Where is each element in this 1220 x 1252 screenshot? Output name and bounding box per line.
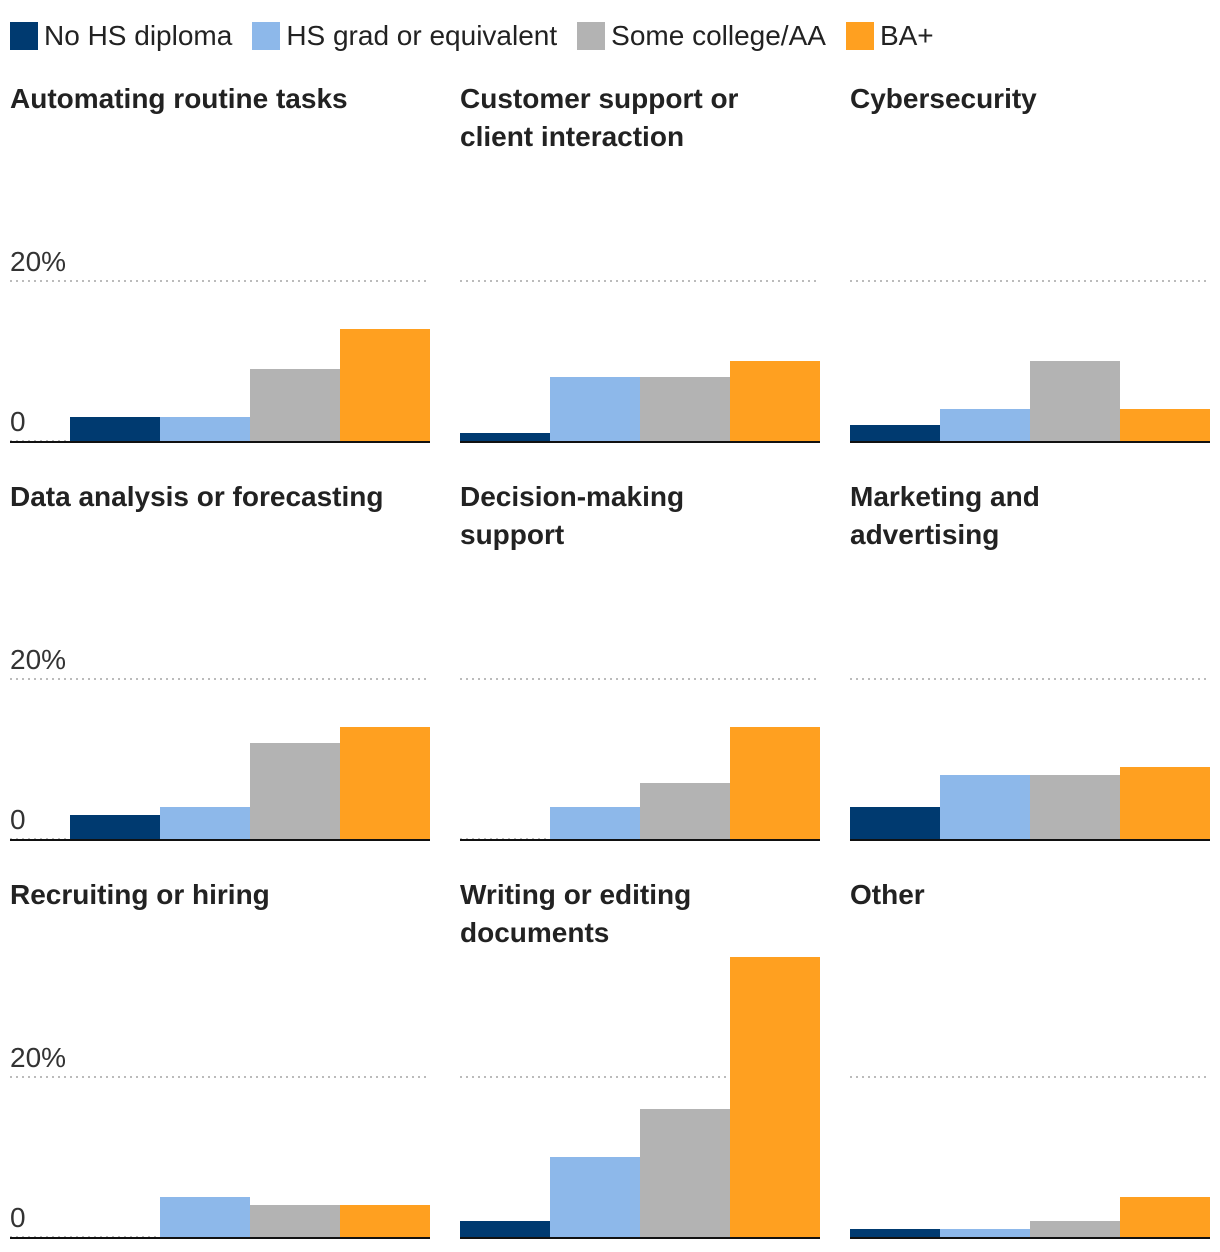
bar bbox=[850, 425, 940, 441]
bar bbox=[1030, 1221, 1120, 1237]
legend-item: No HS diploma bbox=[10, 18, 232, 54]
bar bbox=[1030, 775, 1120, 839]
y-tick-label: 20% bbox=[10, 644, 66, 675]
bar bbox=[340, 1205, 430, 1237]
bar bbox=[340, 727, 430, 839]
bar bbox=[1120, 767, 1210, 839]
bar bbox=[850, 1229, 940, 1237]
legend-item: BA+ bbox=[845, 18, 934, 54]
panel-title: Automating routine tasks bbox=[10, 83, 348, 114]
legend-swatch bbox=[10, 22, 38, 50]
bar bbox=[730, 957, 820, 1237]
panel-title: Other bbox=[850, 879, 925, 910]
legend-swatch bbox=[845, 22, 874, 50]
bar bbox=[160, 417, 250, 441]
y-tick-label: 0 bbox=[10, 406, 26, 437]
bar bbox=[160, 807, 250, 839]
bar bbox=[730, 361, 820, 441]
legend-label: HS grad or equivalent bbox=[286, 20, 558, 51]
panel-title: Cybersecurity bbox=[850, 83, 1037, 114]
bar bbox=[1120, 1197, 1210, 1237]
bar bbox=[550, 807, 640, 839]
bar bbox=[250, 369, 340, 441]
bar bbox=[550, 1157, 640, 1237]
legend-swatch bbox=[252, 22, 281, 50]
bar bbox=[640, 1109, 730, 1237]
legend-label: BA+ bbox=[879, 20, 934, 51]
panel-title: Customer support or client interaction bbox=[460, 83, 739, 152]
bar bbox=[550, 377, 640, 441]
bar bbox=[460, 1221, 550, 1237]
bar bbox=[1030, 361, 1120, 441]
legend-label: No HS diploma bbox=[44, 20, 233, 51]
bar bbox=[850, 807, 940, 839]
panel-title: Data analysis or forecasting bbox=[10, 481, 384, 512]
bar bbox=[640, 783, 730, 839]
legend: No HS diploma HS grad or equivalent Some c… bbox=[10, 18, 934, 54]
panel-title: Decision-making support bbox=[460, 481, 685, 550]
bar bbox=[460, 433, 550, 441]
y-tick-label: 20% bbox=[10, 246, 66, 277]
panel-title: Marketing and advertising bbox=[850, 481, 1040, 550]
legend-label: Some college/AA bbox=[611, 20, 826, 51]
y-tick-label: 0 bbox=[10, 804, 26, 835]
bar bbox=[940, 775, 1030, 839]
bar bbox=[940, 1229, 1030, 1237]
panel-title: Writing or editing documents bbox=[460, 879, 692, 948]
legend-swatch bbox=[577, 22, 606, 50]
panel-title: Recruiting or hiring bbox=[10, 879, 270, 910]
bar bbox=[70, 815, 160, 839]
legend-item: Some college/AA bbox=[577, 18, 826, 54]
bar bbox=[250, 1205, 340, 1237]
bar bbox=[70, 417, 160, 441]
y-tick-label: 0 bbox=[10, 1202, 26, 1233]
legend-item: HS grad or equivalent bbox=[252, 18, 557, 54]
bar bbox=[730, 727, 820, 839]
bar bbox=[640, 377, 730, 441]
y-tick-label: 20% bbox=[10, 1042, 66, 1073]
bar bbox=[940, 409, 1030, 441]
bar bbox=[340, 329, 430, 441]
bar bbox=[250, 743, 340, 839]
bar bbox=[160, 1197, 250, 1237]
bar bbox=[1120, 409, 1210, 441]
